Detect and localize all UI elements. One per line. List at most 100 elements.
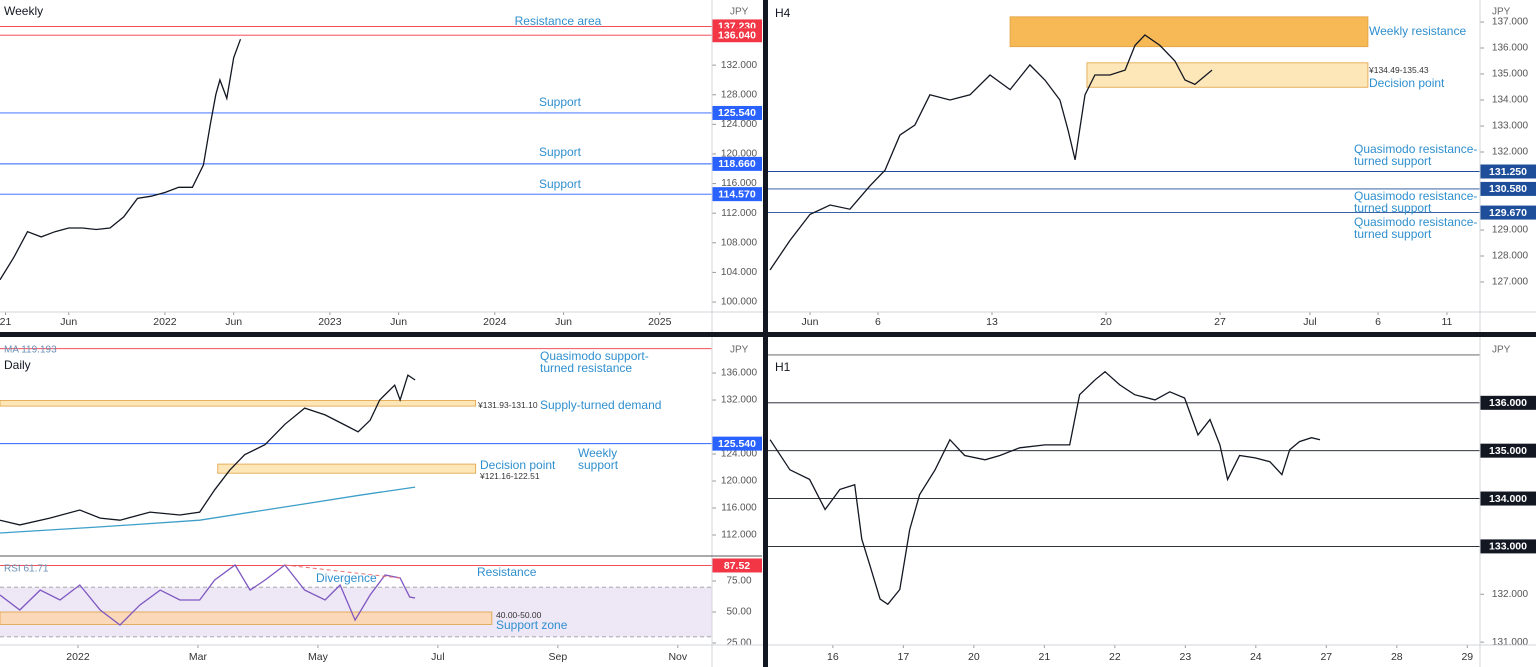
x-tick-label: 23 bbox=[1179, 651, 1191, 663]
y-tick-label: 136.000 bbox=[1492, 43, 1529, 54]
x-tick-label: 2022 bbox=[66, 651, 90, 663]
y-tick-label: 128.000 bbox=[721, 89, 758, 100]
annotation: Weekly support bbox=[578, 446, 619, 472]
annotation-line: Weekly bbox=[578, 446, 617, 460]
annotation: Quasimodo resistance-turned support bbox=[1354, 189, 1477, 215]
price-tag-label: 133.000 bbox=[1489, 541, 1527, 553]
annotation-line: Support bbox=[539, 177, 582, 191]
x-tick-label: 16 bbox=[827, 651, 839, 663]
y-tick-label: 129.000 bbox=[1492, 225, 1529, 236]
price-tag bbox=[1480, 181, 1536, 196]
price-tag-label: 125.540 bbox=[718, 438, 756, 450]
x-tick-label: 20 bbox=[1100, 316, 1112, 328]
x-tick-label: 21 bbox=[1038, 651, 1050, 663]
pane bbox=[0, 564, 712, 638]
annotation-line: Quasimodo resistance- bbox=[1354, 189, 1477, 203]
x-tick-label: Jun bbox=[390, 316, 407, 328]
zone bbox=[217, 463, 477, 474]
price-line bbox=[0, 564, 416, 626]
pane-title: Weekly bbox=[4, 4, 43, 18]
y-tick-label: 108.000 bbox=[721, 237, 758, 248]
annotation-line: Divergence bbox=[316, 571, 377, 585]
divider bbox=[763, 0, 768, 667]
y-tick-label: 135.000 bbox=[1492, 69, 1529, 80]
divergence-line bbox=[284, 564, 401, 579]
y-tick-label: 112.000 bbox=[721, 530, 757, 541]
annotation-line: Weekly resistance bbox=[1369, 24, 1466, 38]
price-line bbox=[769, 34, 1213, 271]
annotation-line: Support bbox=[539, 95, 582, 109]
price-tag bbox=[712, 187, 762, 202]
x-tick-label: 24 bbox=[1250, 651, 1262, 663]
y-tick-label: 120.000 bbox=[721, 149, 758, 160]
price-tag-label: 134.000 bbox=[1489, 493, 1527, 505]
x-tick-label: Jul bbox=[431, 651, 444, 663]
annotation: ¥134.49-135.43 bbox=[1368, 65, 1429, 75]
x-tick-label: Sep bbox=[548, 651, 567, 663]
y-tick-label: 132.000 bbox=[1492, 589, 1529, 600]
price-tag-label: 118.660 bbox=[718, 158, 756, 170]
annotation: 40.00-50.00 bbox=[496, 610, 542, 620]
y-tick-label: 124.000 bbox=[721, 119, 758, 130]
x-tick-label: 13 bbox=[986, 316, 998, 328]
y-tick-label: 100.000 bbox=[721, 297, 758, 308]
annotation-line: ¥134.49-135.43 bbox=[1368, 65, 1429, 75]
annotation-line: Decision point bbox=[1369, 76, 1445, 90]
price-tag bbox=[1480, 395, 1536, 410]
y-tick-label: 124.000 bbox=[721, 449, 758, 460]
panels: 100.000 104.000 108.000 112.000 116.000 120.0… bbox=[0, 4, 1536, 663]
x-tick-label: 11 bbox=[1441, 316, 1452, 328]
price-tag bbox=[712, 105, 762, 120]
currency-label: JPY bbox=[1492, 7, 1511, 18]
annotation: Quasimodo support-turned resistance bbox=[540, 349, 649, 375]
annotation-line: Quasimodo support- bbox=[540, 349, 649, 363]
annotation-line: turned resistance bbox=[540, 361, 632, 375]
y-tick-label: 104.000 bbox=[721, 267, 758, 278]
annotation-line: Quasimodo resistance- bbox=[1354, 215, 1477, 229]
annotation: Divergence bbox=[316, 571, 377, 585]
y-tick-label: 25.00 bbox=[726, 638, 751, 649]
pane-title: H4 bbox=[775, 6, 791, 20]
y-tick-label: 136.000 bbox=[721, 368, 758, 379]
price-tag bbox=[1480, 539, 1536, 554]
annotation: Decision point bbox=[480, 458, 556, 472]
annotation-line: Quasimodo resistance- bbox=[1354, 142, 1477, 156]
annotation: Support bbox=[539, 145, 582, 159]
annotation: Quasimodo resistance-turned support bbox=[1354, 215, 1477, 241]
annotation-line: turned support bbox=[1354, 227, 1432, 241]
price-tag-label: 136.000 bbox=[1489, 397, 1527, 409]
price-tag-label: 130.580 bbox=[1489, 183, 1527, 195]
pane-title: Daily bbox=[4, 358, 31, 372]
price-tag-label: 131.250 bbox=[1489, 166, 1527, 178]
y-tick-label: 132.000 bbox=[1492, 147, 1529, 158]
price-tag bbox=[1480, 164, 1536, 179]
zone bbox=[0, 611, 493, 625]
x-tick-label: 22 bbox=[1109, 651, 1121, 663]
currency-label: JPY bbox=[730, 345, 749, 356]
y-tick-label: 132.000 bbox=[721, 60, 758, 71]
annotation: Resistance area bbox=[515, 14, 602, 28]
annotation: Support bbox=[539, 95, 582, 109]
x-tick-label: 2023 bbox=[318, 316, 342, 328]
annotation: Weekly resistance bbox=[1369, 24, 1466, 38]
x-tick-label: 2022 bbox=[153, 316, 177, 328]
annotation: Resistance bbox=[477, 565, 537, 579]
indicator-header: RSI 61.71 bbox=[4, 564, 49, 575]
y-tick-label: 137.000 bbox=[1492, 17, 1529, 28]
x-tick-label: Jul bbox=[1303, 316, 1316, 328]
y-tick-label: 50.00 bbox=[726, 607, 751, 618]
indicator-header: MA 119.193 bbox=[4, 345, 57, 356]
price-line bbox=[0, 38, 242, 281]
annotation-line: Support zone bbox=[496, 618, 568, 632]
price-line bbox=[0, 374, 416, 526]
price-tag bbox=[1480, 491, 1536, 506]
pane-title: H1 bbox=[775, 360, 791, 374]
y-tick-label: 116.000 bbox=[721, 178, 757, 189]
price-tag-label: 87.52 bbox=[724, 560, 750, 572]
x-tick-label: 2025 bbox=[648, 316, 672, 328]
price-tag-label: 136.040 bbox=[718, 30, 756, 42]
price-line bbox=[769, 370, 1321, 606]
y-tick-label: 134.000 bbox=[1492, 95, 1529, 106]
zone bbox=[1009, 16, 1369, 48]
